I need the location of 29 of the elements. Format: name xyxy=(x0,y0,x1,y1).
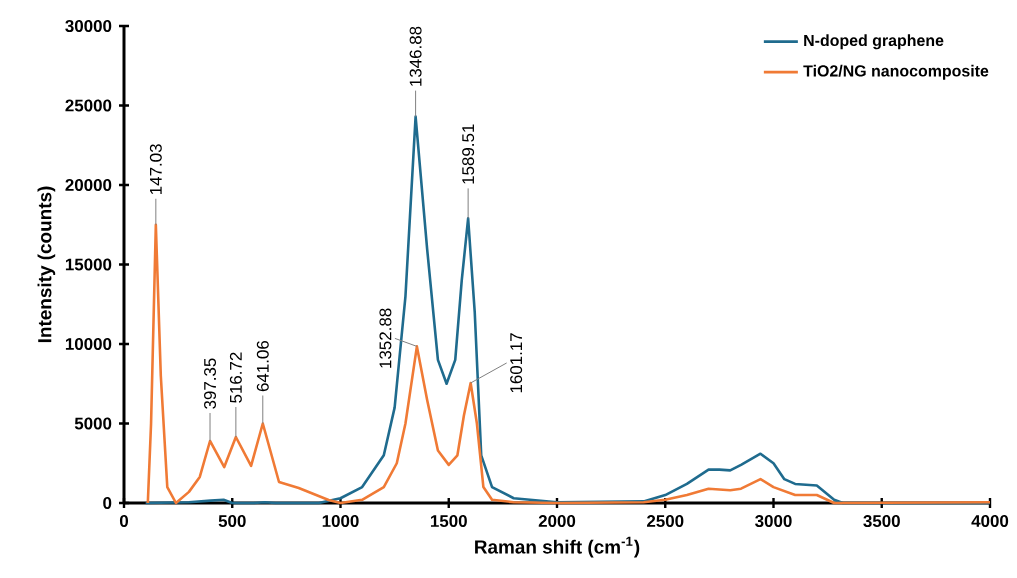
x-tick-label: 2000 xyxy=(538,515,576,528)
x-tick-label: 500 xyxy=(218,515,246,528)
annotation: 1601.17 xyxy=(510,333,523,393)
y-tick-label: 0 xyxy=(103,497,112,509)
annotation: 147.03 xyxy=(149,144,162,194)
annotation: 1589.51 xyxy=(462,124,475,184)
y-tick-label: 20000 xyxy=(65,179,112,191)
x-tick-label: 0 xyxy=(119,515,129,528)
y-axis-title: Intensity (counts) xyxy=(37,186,56,343)
line-series xyxy=(146,223,992,505)
y-tick-label: 10000 xyxy=(65,338,112,350)
x-tick-label: 1000 xyxy=(322,515,359,528)
annotation: 1352.88 xyxy=(379,308,392,368)
legend-label: TiO2/NG nanocomposite xyxy=(803,64,989,80)
legend-label: N-doped graphene xyxy=(804,34,944,50)
x-tick-label: 2500 xyxy=(647,515,684,528)
x-tick-label: 4000 xyxy=(971,515,1009,528)
x-tick-label: 3500 xyxy=(863,515,900,528)
x-tick-label: 3000 xyxy=(755,515,792,528)
y-tick-label: 30000 xyxy=(65,20,112,32)
y-tick-label: 25000 xyxy=(65,99,112,112)
y-tick-label: 5000 xyxy=(74,417,112,430)
annotation: 1346.88 xyxy=(409,26,422,86)
annotation: 516.72 xyxy=(229,352,242,403)
y-tick-label: 15000 xyxy=(65,258,112,271)
annotation: 397.35 xyxy=(204,358,217,409)
x-axis-title: Raman shift (cm$^{-1}$) xyxy=(475,536,640,558)
annotation: 641.06 xyxy=(256,340,269,392)
x-tick-label: 1500 xyxy=(430,515,467,528)
